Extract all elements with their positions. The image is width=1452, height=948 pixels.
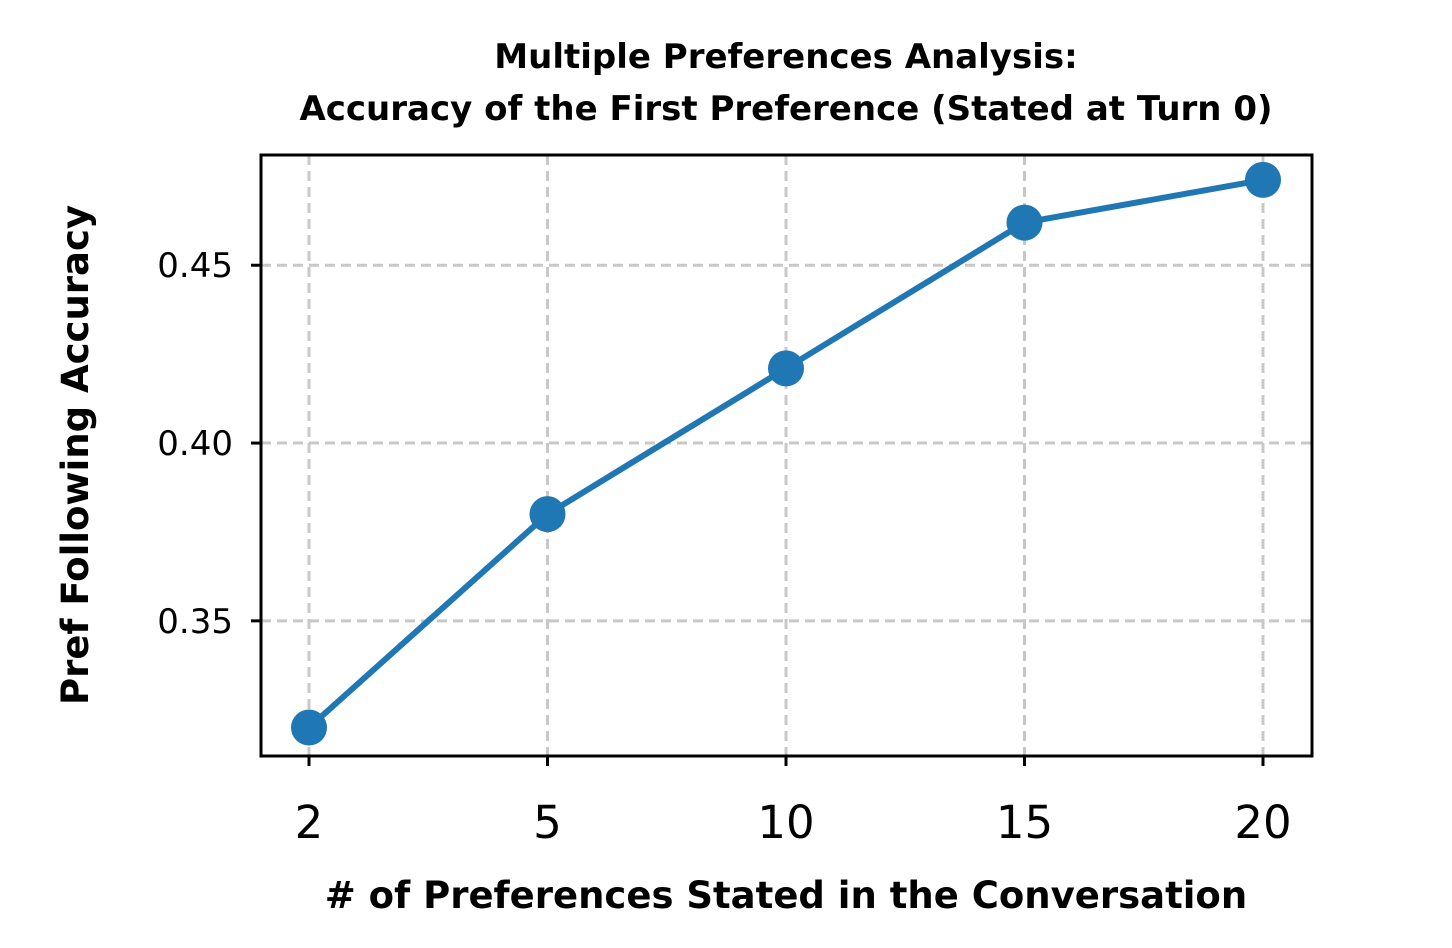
data-point (291, 709, 327, 746)
x-tick-label: 20 (1234, 796, 1291, 849)
x-axis-tick-labels: 2 5 10 15 20 (295, 796, 1292, 849)
x-tick-label: 5 (533, 796, 562, 849)
chart-title-line-2: Accuracy of the First Preference (Stated… (299, 89, 1272, 129)
grid (261, 155, 1312, 756)
x-tick-label: 15 (996, 796, 1053, 849)
y-tick-label: 0.35 (157, 602, 233, 642)
series (291, 161, 1281, 746)
y-tick-label: 0.45 (157, 246, 233, 286)
chart-title: Multiple Preferences Analysis: Accuracy … (299, 37, 1272, 129)
chart-title-line-1: Multiple Preferences Analysis: (494, 37, 1077, 77)
axis-ticks (251, 263, 1265, 766)
data-point (1245, 161, 1281, 198)
plot-area-frame (259, 153, 1314, 758)
series-line (306, 176, 1266, 731)
y-axis-label: Pref Following Accuracy (54, 205, 97, 705)
y-axis-tick-labels: 0.35 0.40 0.45 (157, 246, 233, 642)
x-tick-label: 10 (757, 796, 814, 849)
data-point (1006, 204, 1043, 241)
x-axis-label: # of Preferences Stated in the Conversat… (325, 874, 1247, 917)
data-point (529, 496, 566, 533)
y-tick-label: 0.40 (157, 424, 233, 464)
data-point (768, 350, 804, 387)
x-tick-label: 2 (295, 796, 324, 849)
